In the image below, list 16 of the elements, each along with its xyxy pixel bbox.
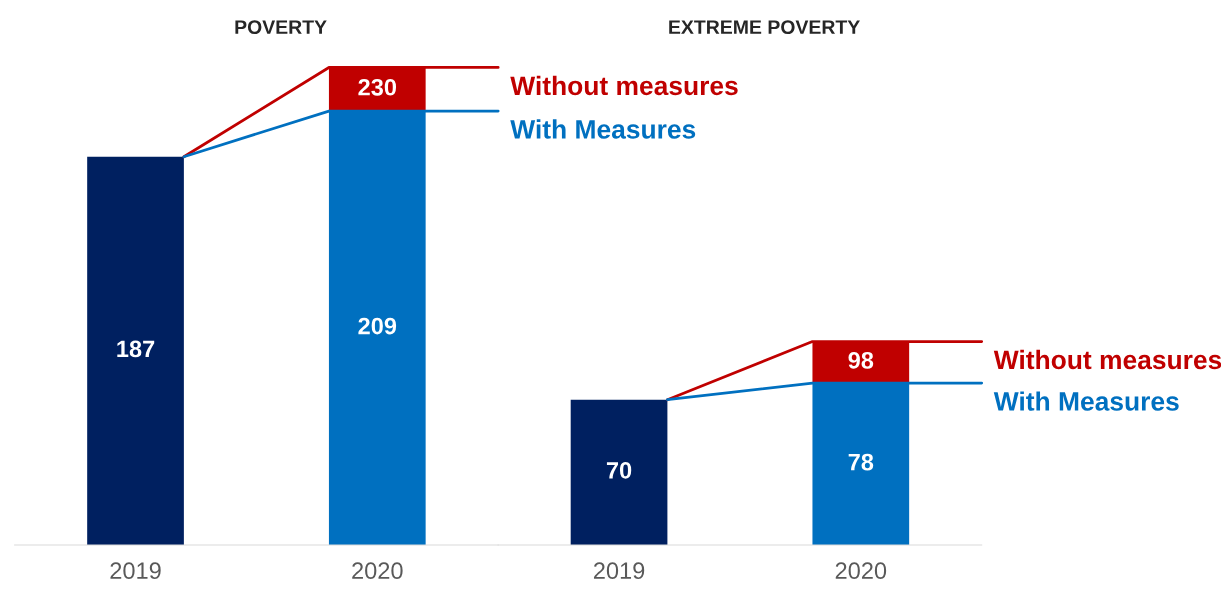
x-tick-label: 2020 bbox=[835, 562, 887, 580]
x-tick-label: 2019 bbox=[110, 562, 161, 580]
text: With Measures bbox=[993, 391, 1179, 411]
data-label: 70 bbox=[606, 462, 632, 479]
data-label: 209 bbox=[358, 317, 397, 335]
text: With Measures bbox=[510, 119, 696, 139]
data-label: 187 bbox=[117, 340, 155, 358]
data-label: 78 bbox=[848, 453, 874, 471]
total-label: 98 bbox=[848, 351, 874, 369]
x-tick-label: 2020 bbox=[352, 562, 403, 580]
text: Without measures bbox=[993, 349, 1221, 370]
chart-title: EXTREME POVERTY bbox=[669, 20, 860, 34]
text: Without measures bbox=[510, 75, 738, 96]
x-tick-label: 2019 bbox=[593, 562, 645, 580]
chart-title: POVERTY bbox=[235, 20, 327, 34]
total-label: 230 bbox=[358, 78, 397, 96]
